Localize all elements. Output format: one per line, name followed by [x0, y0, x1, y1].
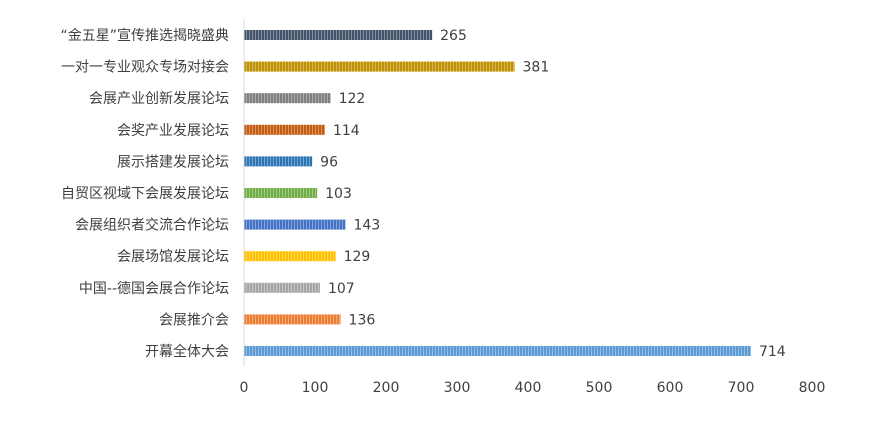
- category-label: 一对一专业观众专场对接会: [61, 59, 229, 76]
- x-tick-label: 600: [657, 380, 684, 396]
- x-tick-label: 200: [373, 380, 400, 396]
- category-label: 自贸区视域下会展发展论坛: [61, 186, 229, 202]
- bar-texture: [244, 30, 433, 40]
- category-label: 会展场馆发展论坛: [117, 249, 229, 265]
- category-label: 会展组织者交流合作论坛: [75, 217, 229, 234]
- bars: [244, 30, 751, 356]
- bar-texture: [244, 282, 320, 293]
- value-label: 136: [349, 312, 376, 328]
- value-label: 143: [354, 218, 381, 234]
- value-label: 103: [325, 186, 352, 202]
- value-label: 114: [333, 123, 360, 139]
- category-label: 展示搭建发展论坛: [117, 154, 229, 170]
- x-tick-label: 700: [728, 380, 755, 396]
- category-label: 开幕全体大会: [145, 343, 229, 360]
- category-label: 会展推介会: [159, 312, 229, 328]
- value-label: 107: [328, 281, 355, 297]
- value-label: 129: [344, 249, 371, 265]
- value-label: 381: [523, 60, 550, 76]
- x-axis-tick-labels: 0 100 200 300 400 500 600 700 800: [240, 380, 826, 396]
- bar-texture: [244, 156, 313, 167]
- value-label: 122: [339, 91, 366, 107]
- bar-texture: [244, 346, 751, 356]
- x-tick-label: 400: [515, 380, 542, 396]
- category-label: “金五星”宣传推选揭晓盛典: [60, 28, 229, 44]
- category-label: 会展产业创新发展论坛: [89, 91, 229, 107]
- x-tick-label: 0: [240, 380, 249, 396]
- bar-texture: [244, 314, 341, 325]
- x-tick-label: 800: [799, 380, 826, 396]
- value-label: 265: [440, 28, 467, 44]
- bar-texture: [244, 188, 318, 198]
- bar-texture: [244, 124, 325, 135]
- x-tick-label: 300: [444, 380, 471, 396]
- x-tick-label: 100: [302, 380, 329, 396]
- value-label: 714: [759, 344, 786, 360]
- bar-texture: [244, 219, 346, 230]
- bar-texture: [244, 93, 331, 104]
- value-label: 96: [320, 154, 338, 170]
- x-tick-label: 500: [586, 380, 613, 396]
- bar-texture: [244, 251, 336, 262]
- bar-texture: [244, 61, 515, 72]
- category-label: 会奖产业发展论坛: [117, 122, 229, 139]
- category-labels: “金五星”宣传推选揭晓盛典一对一专业观众专场对接会会展产业创新发展论坛会奖产业发…: [60, 28, 229, 360]
- category-label: 中国--德国会展合作论坛: [79, 281, 229, 297]
